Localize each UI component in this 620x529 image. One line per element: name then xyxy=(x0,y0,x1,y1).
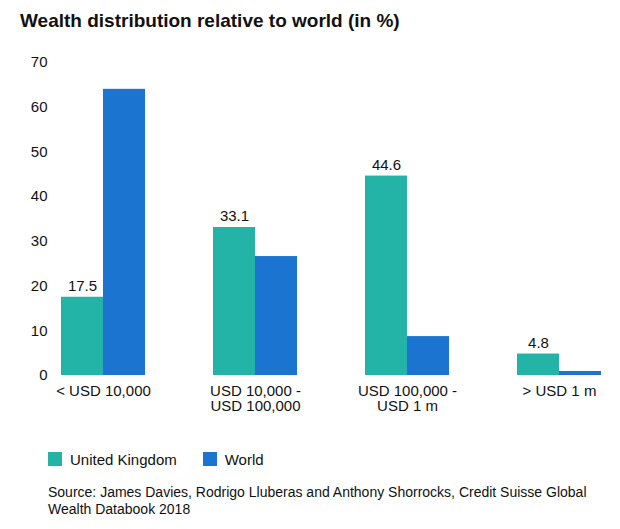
svg-text:60: 60 xyxy=(31,98,48,115)
svg-text:4.8: 4.8 xyxy=(528,334,549,351)
svg-text:44.6: 44.6 xyxy=(372,156,401,173)
svg-text:> USD 1 m: > USD 1 m xyxy=(523,382,597,399)
svg-text:USD 10,000 -USD 100,000: USD 10,000 -USD 100,000 xyxy=(210,382,301,414)
svg-text:20: 20 xyxy=(31,277,48,294)
svg-text:0: 0 xyxy=(39,366,47,383)
svg-text:< USD 10,000: < USD 10,000 xyxy=(56,382,151,399)
html-text:Source: James Davies, Rodrigo: Source: James Davies, Rodrigo Lluberas a… xyxy=(48,484,587,517)
svg-text:17.5: 17.5 xyxy=(68,277,97,294)
html-text:Wealth distribution relative t: Wealth distribution relative to world (i… xyxy=(20,10,400,31)
svg-text:70: 70 xyxy=(31,53,48,70)
svg-text:40: 40 xyxy=(31,187,48,204)
svg-text:50: 50 xyxy=(31,143,48,160)
svg-text:33.1: 33.1 xyxy=(220,207,249,224)
html-text:World: World xyxy=(224,450,264,468)
svg-text:10: 10 xyxy=(31,322,48,339)
svg-text:USD 100,000 -USD 1 m: USD 100,000 -USD 1 m xyxy=(358,382,457,414)
svg-text:30: 30 xyxy=(31,232,48,249)
html-text:United Kingdom: United Kingdom xyxy=(70,450,177,468)
